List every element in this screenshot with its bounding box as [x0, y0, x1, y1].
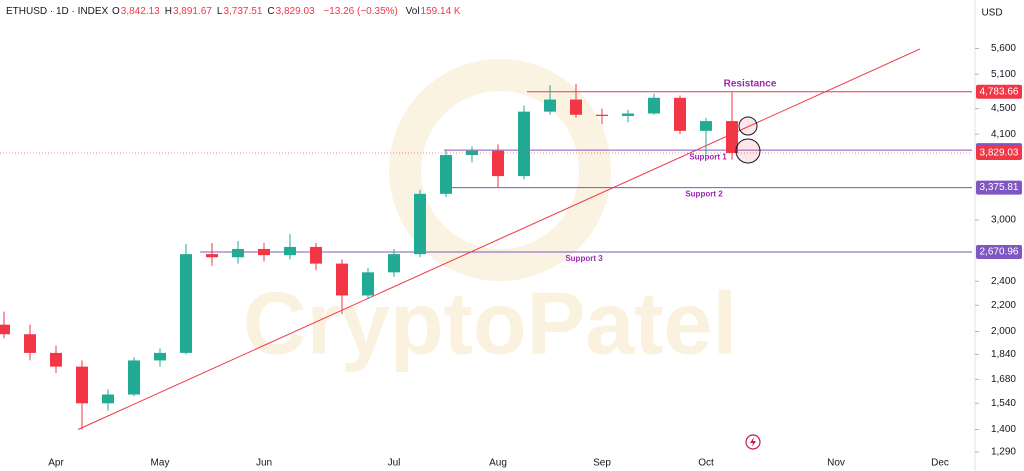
field-key: O	[112, 6, 120, 17]
x-tick-label: Nov	[827, 458, 845, 469]
y-tick-label: 1,290	[991, 447, 1016, 458]
y-tick-label: 5,600	[991, 43, 1016, 54]
level-name: Support 3	[565, 254, 603, 263]
x-tick-label: Aug	[489, 458, 507, 469]
field-value: 3,842.13	[120, 6, 160, 17]
candle-body	[102, 394, 114, 404]
candle-body	[50, 352, 62, 367]
field-value: 3,891.67	[172, 6, 212, 17]
level-name: Support 1	[689, 152, 727, 161]
volume: 159.14 K	[420, 6, 461, 17]
candle-body	[206, 254, 218, 258]
price-tag-label: 3,375.81	[980, 182, 1019, 193]
candle-body	[466, 150, 478, 156]
price-tag	[976, 180, 1022, 195]
candle-body	[232, 248, 244, 258]
candle-body	[284, 246, 296, 256]
plot-area	[0, 48, 972, 430]
y-tick-label: 1,680	[991, 374, 1016, 385]
price-tag	[976, 244, 1022, 259]
candle-body	[24, 334, 36, 353]
y-tick-label: 2,400	[991, 276, 1016, 287]
y-tick-label: 4,500	[991, 103, 1016, 114]
y-tick-label: 4,100	[991, 129, 1016, 140]
watermark-text: CryptoPatel	[243, 273, 737, 372]
volume-key: Vol	[405, 6, 420, 17]
candle-body	[76, 366, 88, 404]
y-tick-label: 3,000	[991, 215, 1016, 226]
field-value: 3,829.03	[275, 6, 315, 17]
symbol-header: ETHUSD · 1D · INDEX O3,842.13 H3,891.67 L3…	[6, 6, 466, 17]
x-tick-label: Apr	[48, 458, 64, 469]
y-tick-label: 1,400	[991, 424, 1016, 435]
watermark-logo	[389, 59, 611, 281]
y-tick-label: 1,840	[991, 349, 1016, 360]
highlight-circle	[738, 116, 758, 136]
candle-body	[388, 254, 400, 273]
candle-body	[544, 99, 556, 112]
candle-body	[414, 193, 426, 255]
price-tag-label: 4,783.66	[980, 86, 1019, 97]
level-name: Support 2	[685, 190, 723, 199]
field-key: H	[164, 6, 172, 17]
price-tag-label: 2,670.96	[980, 247, 1019, 258]
watermark: CryptoPatel	[243, 59, 737, 372]
candle-body	[492, 150, 504, 177]
candle-body	[700, 121, 712, 131]
x-tick-label: Sep	[593, 458, 611, 469]
candle-body	[154, 352, 166, 361]
candle-body	[0, 324, 10, 335]
y-tick-label: 5,100	[991, 69, 1016, 80]
field-key: L	[216, 6, 223, 17]
highlight-circle	[735, 138, 761, 164]
candle-body	[258, 248, 270, 256]
alert-icon[interactable]	[745, 434, 761, 450]
x-tick-label: Jun	[256, 458, 272, 469]
y-tick-label: 1,540	[991, 398, 1016, 409]
candle-body	[440, 155, 452, 194]
x-tick-label: May	[151, 458, 170, 469]
currency-label: USD	[981, 8, 1002, 19]
candle-body	[518, 111, 530, 177]
candle-body	[336, 263, 348, 296]
x-tick-label: Oct	[698, 458, 714, 469]
candle-body	[648, 97, 660, 114]
y-tick-label: 2,200	[991, 300, 1016, 311]
candle-body	[622, 113, 634, 117]
field-value: 3,737.51	[223, 6, 263, 17]
symbol: ETHUSD · 1D · INDEX	[6, 6, 109, 17]
candle-body	[362, 272, 374, 296]
price-tag	[976, 145, 1022, 160]
candle-body	[180, 254, 192, 353]
candle-body	[674, 97, 686, 131]
candle-body	[310, 246, 322, 264]
field-key: C	[267, 6, 275, 17]
x-tick-label: Jul	[388, 458, 401, 469]
price-tag-label: 3,829.03	[980, 148, 1019, 159]
y-tick-label: 2,000	[991, 326, 1016, 337]
candle-body	[128, 360, 140, 395]
candle-body	[596, 114, 608, 117]
candle-body	[726, 121, 738, 153]
x-tick-label: Dec	[931, 458, 949, 469]
trendline	[77, 48, 921, 430]
change: −13.26 (−0.35%)	[323, 6, 398, 17]
level-name: Resistance	[724, 78, 777, 89]
candle-body	[570, 99, 582, 115]
ohlc-fields: O3,842.13 H3,891.67 L3,737.51 C3,829.03	[112, 6, 320, 17]
price-tag	[976, 84, 1022, 99]
